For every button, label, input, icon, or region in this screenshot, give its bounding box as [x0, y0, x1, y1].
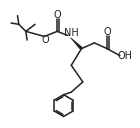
Text: O: O: [53, 10, 61, 20]
Polygon shape: [70, 38, 83, 50]
Text: O: O: [103, 27, 111, 37]
Text: OH: OH: [117, 51, 132, 61]
Text: O: O: [41, 35, 49, 45]
Text: NH: NH: [64, 28, 78, 38]
